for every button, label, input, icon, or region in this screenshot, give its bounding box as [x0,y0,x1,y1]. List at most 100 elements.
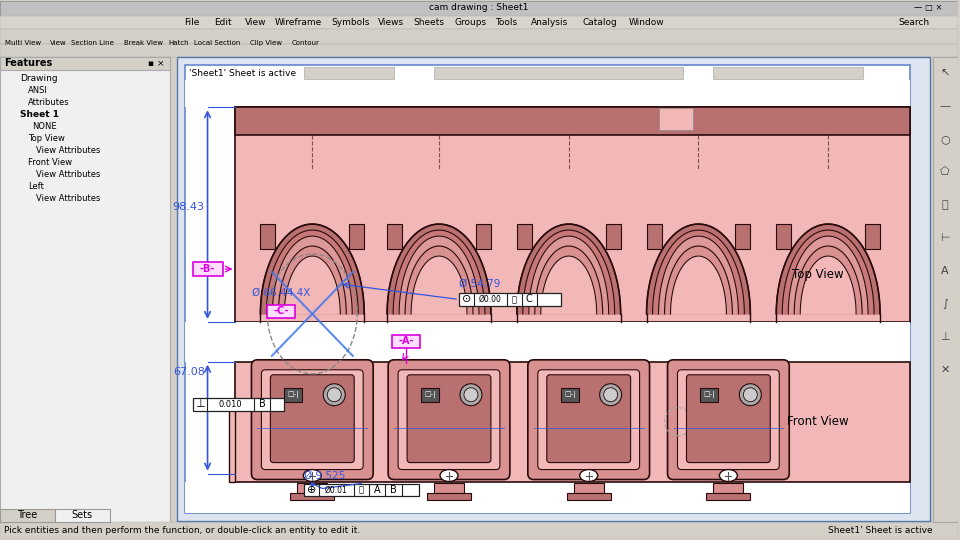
Text: □-|: □-| [424,391,436,398]
Text: Sheet 1: Sheet 1 [20,110,59,119]
Text: View Attributes: View Attributes [36,146,100,155]
Text: -A-: -A- [398,336,414,346]
Bar [0,1,958,16]
Polygon shape [516,224,620,314]
Text: Clip View: Clip View [251,39,282,45]
Bar [184,80,910,107]
Circle shape [739,384,761,406]
Text: Attributes: Attributes [28,98,69,107]
Text: Contour: Contour [291,39,320,45]
FancyBboxPatch shape [547,375,631,463]
Circle shape [464,388,478,402]
Text: Catalog: Catalog [583,18,617,27]
Text: Sheet1' Sheet is active: Sheet1' Sheet is active [828,526,933,535]
Text: Ø 9.525: Ø 9.525 [304,470,346,481]
FancyBboxPatch shape [686,375,770,463]
Bar [606,224,620,249]
Bar [421,388,439,402]
Ellipse shape [580,470,598,482]
Polygon shape [659,236,738,314]
FancyBboxPatch shape [398,370,500,470]
Polygon shape [540,256,597,314]
Polygon shape [523,230,614,314]
Text: ⊥: ⊥ [195,399,204,409]
Bar [193,398,284,411]
Text: NONE: NONE [32,122,57,131]
FancyBboxPatch shape [528,360,650,480]
Text: ⬠: ⬠ [940,167,949,177]
Text: □-|: □-| [704,391,715,398]
Bar [561,388,579,402]
Bar [235,107,910,322]
Text: Features: Features [4,58,52,69]
Text: Local Section: Local Section [194,39,240,45]
Text: View: View [50,39,66,45]
Text: File: File [184,18,200,27]
Text: ⊕: ⊕ [307,485,317,495]
Bar [298,483,327,492]
Polygon shape [782,230,874,314]
Bar [184,322,910,362]
Polygon shape [670,256,727,314]
Polygon shape [535,246,603,314]
Text: Multi View: Multi View [5,39,41,45]
Bar [427,492,471,501]
Bar [184,482,910,514]
Polygon shape [387,224,491,314]
Text: ⌒: ⌒ [942,200,948,210]
Circle shape [600,384,622,406]
Bar [735,224,751,249]
Bar [184,322,910,362]
Bar [0,522,958,539]
Text: B: B [259,399,266,409]
Text: Drawing: Drawing [20,74,58,83]
Polygon shape [653,230,744,314]
Text: ↖: ↖ [940,69,949,78]
Text: Window: Window [629,18,664,27]
Bar [434,68,684,79]
Text: C: C [525,294,532,305]
Bar [933,57,958,522]
Text: cam drawing : Sheet1: cam drawing : Sheet1 [429,3,529,12]
Text: Views: Views [378,18,404,27]
Ellipse shape [719,470,737,482]
Polygon shape [529,236,609,314]
Circle shape [743,388,757,402]
Bar [0,57,170,70]
Bar [55,509,109,522]
Text: —: — [939,102,950,111]
Bar [713,483,743,492]
Text: Left: Left [28,181,44,191]
Text: A: A [941,266,948,276]
Bar [284,388,302,402]
Polygon shape [664,246,732,314]
Text: Ⓜ: Ⓜ [512,295,516,304]
Bar [290,492,334,501]
FancyBboxPatch shape [261,370,363,470]
Text: Sets: Sets [71,510,92,521]
Text: Break View: Break View [124,39,163,45]
Polygon shape [777,224,880,314]
Circle shape [324,384,346,406]
Polygon shape [801,256,856,314]
Polygon shape [405,246,473,314]
Text: 98.43: 98.43 [173,201,204,212]
Text: View Attributes: View Attributes [36,170,100,179]
Bar [235,362,910,482]
FancyBboxPatch shape [538,370,639,470]
Bar [777,224,791,249]
Text: ∫: ∫ [942,299,948,309]
Text: Pick entities and then perform the function, or double-click an entity to edit i: Pick entities and then perform the funct… [4,526,360,535]
Text: Wireframe: Wireframe [275,18,322,27]
Polygon shape [794,246,862,314]
Bar [177,57,930,522]
Bar [304,68,395,79]
FancyBboxPatch shape [271,375,354,463]
Text: — □ ×: — □ × [914,3,942,12]
Polygon shape [278,246,347,314]
Text: Section Line: Section Line [71,39,113,45]
Text: Ø0.01: Ø0.01 [324,485,348,495]
Polygon shape [647,224,751,314]
Text: ANSI: ANSI [28,86,48,95]
Polygon shape [399,236,479,314]
